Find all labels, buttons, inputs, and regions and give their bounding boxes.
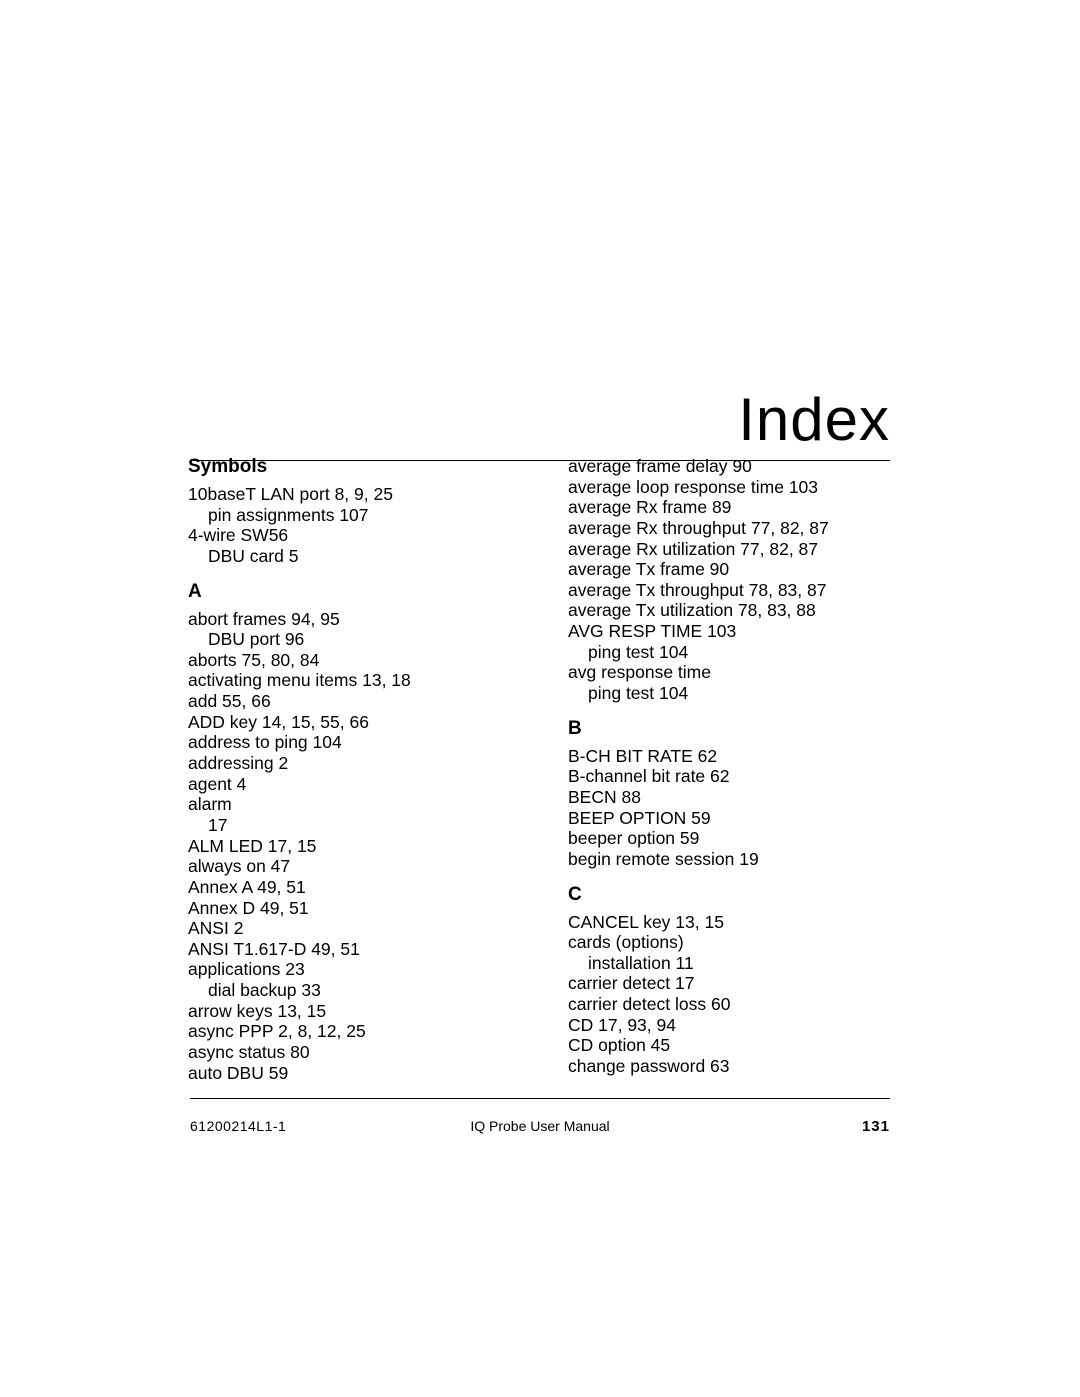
index-entry: 4-wire SW56 <box>188 525 510 546</box>
index-entry: agent 4 <box>188 774 510 795</box>
index-entry: auto DBU 59 <box>188 1063 510 1084</box>
index-entry: ping test 104 <box>568 683 890 704</box>
index-entry: ANSI 2 <box>188 918 510 939</box>
index-entry: CD 17, 93, 94 <box>568 1015 890 1036</box>
footer: 61200214L1-1 IQ Probe User Manual 131 <box>190 1118 890 1135</box>
index-entry: installation 11 <box>568 953 890 974</box>
index-content: Symbols 10baseT LAN port 8, 9, 25pin assi… <box>188 456 890 1087</box>
index-entry: average Tx utilization 78, 83, 88 <box>568 600 890 621</box>
index-entry: address to ping 104 <box>188 732 510 753</box>
section-heading: B <box>568 718 890 740</box>
index-entry: always on 47 <box>188 856 510 877</box>
index-entry: BECN 88 <box>568 787 890 808</box>
index-entry: BEEP OPTION 59 <box>568 808 890 829</box>
footer-rule <box>190 1098 890 1099</box>
page: Index Symbols10baseT LAN port 8, 9, 25pi… <box>0 0 1080 1397</box>
index-entry: applications 23 <box>188 959 510 980</box>
index-entry: average loop response time 103 <box>568 477 890 498</box>
index-entry: Annex D 49, 51 <box>188 898 510 919</box>
index-entry: dial backup 33 <box>188 980 510 1001</box>
page-title: Index <box>190 385 890 454</box>
index-entry: ALM LED 17, 15 <box>188 836 510 857</box>
index-entry: carrier detect loss 60 <box>568 994 890 1015</box>
title-area: Index <box>190 385 890 461</box>
index-entry: Annex A 49, 51 <box>188 877 510 898</box>
section-heading: Symbols <box>188 456 510 478</box>
section-heading: C <box>568 884 890 906</box>
index-entry: arrow keys 13, 15 <box>188 1001 510 1022</box>
index-entry: abort frames 94, 95 <box>188 609 510 630</box>
index-entry: change password 63 <box>568 1056 890 1077</box>
index-entry: CANCEL key 13, 15 <box>568 912 890 933</box>
index-entry: average Rx utilization 77, 82, 87 <box>568 539 890 560</box>
index-entry: AVG RESP TIME 103 <box>568 621 890 642</box>
index-entry: average Rx throughput 77, 82, 87 <box>568 518 890 539</box>
index-entry: B-channel bit rate 62 <box>568 766 890 787</box>
index-entry: activating menu items 13, 18 <box>188 670 510 691</box>
index-entry: B-CH BIT RATE 62 <box>568 746 890 767</box>
index-entry: DBU port 96 <box>188 629 510 650</box>
index-entry: pin assignments 107 <box>188 505 510 526</box>
index-entry: avg response time <box>568 662 890 683</box>
index-entry: ping test 104 <box>568 642 890 663</box>
index-entry: DBU card 5 <box>188 546 510 567</box>
index-entry: aborts 75, 80, 84 <box>188 650 510 671</box>
index-entry: 17 <box>188 815 510 836</box>
index-entry: ADD key 14, 15, 55, 66 <box>188 712 510 733</box>
footer-page-number: 131 <box>862 1118 890 1135</box>
index-entry: average Tx throughput 78, 83, 87 <box>568 580 890 601</box>
index-entry: addressing 2 <box>188 753 510 774</box>
index-entry: cards (options) <box>568 932 890 953</box>
footer-doc-id: 61200214L1-1 <box>190 1118 286 1134</box>
index-entry: async PPP 2, 8, 12, 25 <box>188 1021 510 1042</box>
index-entry: 10baseT LAN port 8, 9, 25 <box>188 484 510 505</box>
section-heading: A <box>188 581 510 603</box>
index-entry: average frame delay 90 <box>568 456 890 477</box>
index-entry: alarm <box>188 794 510 815</box>
index-entry: carrier detect 17 <box>568 973 890 994</box>
index-entry: average Tx frame 90 <box>568 559 890 580</box>
index-entry: add 55, 66 <box>188 691 510 712</box>
index-entry: async status 80 <box>188 1042 510 1063</box>
index-entry: average Rx frame 89 <box>568 497 890 518</box>
index-entry: CD option 45 <box>568 1035 890 1056</box>
index-entry: ANSI T1.617-D 49, 51 <box>188 939 510 960</box>
index-entry: begin remote session 19 <box>568 849 890 870</box>
index-entry: beeper option 59 <box>568 828 890 849</box>
footer-manual-name: IQ Probe User Manual <box>470 1118 609 1134</box>
